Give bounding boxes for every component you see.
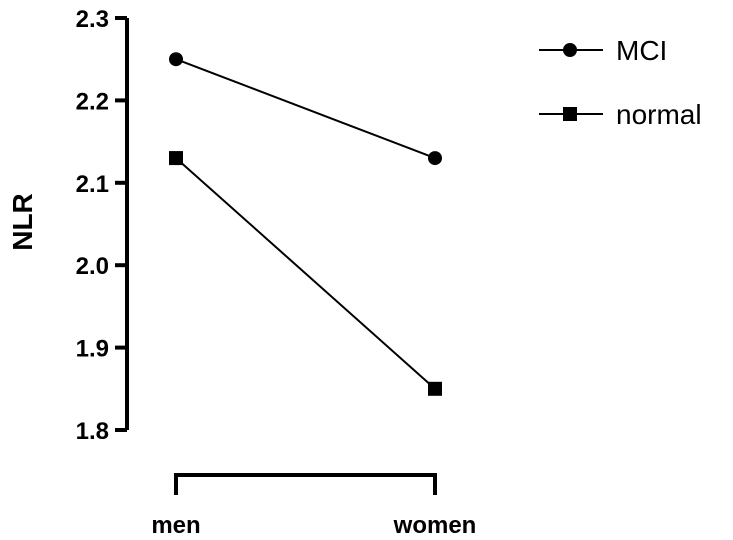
data-point <box>428 151 442 166</box>
x-axis-bracket <box>174 473 437 495</box>
series-layer <box>169 52 442 396</box>
series-normal <box>169 151 442 396</box>
legend-label: MCI <box>616 35 667 66</box>
x-axis: men women <box>151 473 477 539</box>
x-tick-label: men <box>151 512 200 539</box>
y-tick-label: 1.9 <box>76 336 109 363</box>
y-tick-label: 2.2 <box>76 88 109 115</box>
legend-item: MCI <box>539 35 667 66</box>
legend-label: normal <box>616 99 702 130</box>
data-point <box>169 52 183 67</box>
y-axis-title: NLR <box>7 193 38 251</box>
data-point <box>428 381 442 396</box>
legend: MCI normal <box>539 35 702 130</box>
series-mci <box>169 52 442 166</box>
y-tick-label: 2.3 <box>76 6 109 33</box>
data-point <box>169 151 183 166</box>
y-axis: 1.8 1.9 2.0 2.1 2.2 2.3 <box>76 6 129 445</box>
legend-marker <box>563 43 577 57</box>
y-tick-label: 1.8 <box>76 418 109 445</box>
y-tick-label: 2.1 <box>76 171 109 198</box>
y-tick-label: 2.0 <box>76 253 109 280</box>
legend-item: normal <box>539 99 702 130</box>
series-line <box>175 58 436 160</box>
series-line <box>175 157 436 390</box>
legend-marker <box>563 107 577 121</box>
x-tick-label: women <box>393 512 477 539</box>
